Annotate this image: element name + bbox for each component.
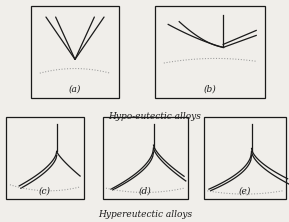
Text: (b): (b) [204,84,216,93]
Text: (a): (a) [69,84,81,93]
Text: Hypereutectic alloys: Hypereutectic alloys [98,210,192,219]
Text: (e): (e) [239,186,251,195]
Text: (d): (d) [139,186,151,195]
Text: (c): (c) [39,186,51,195]
Text: Hypo-eutectic alloys: Hypo-eutectic alloys [109,112,201,121]
